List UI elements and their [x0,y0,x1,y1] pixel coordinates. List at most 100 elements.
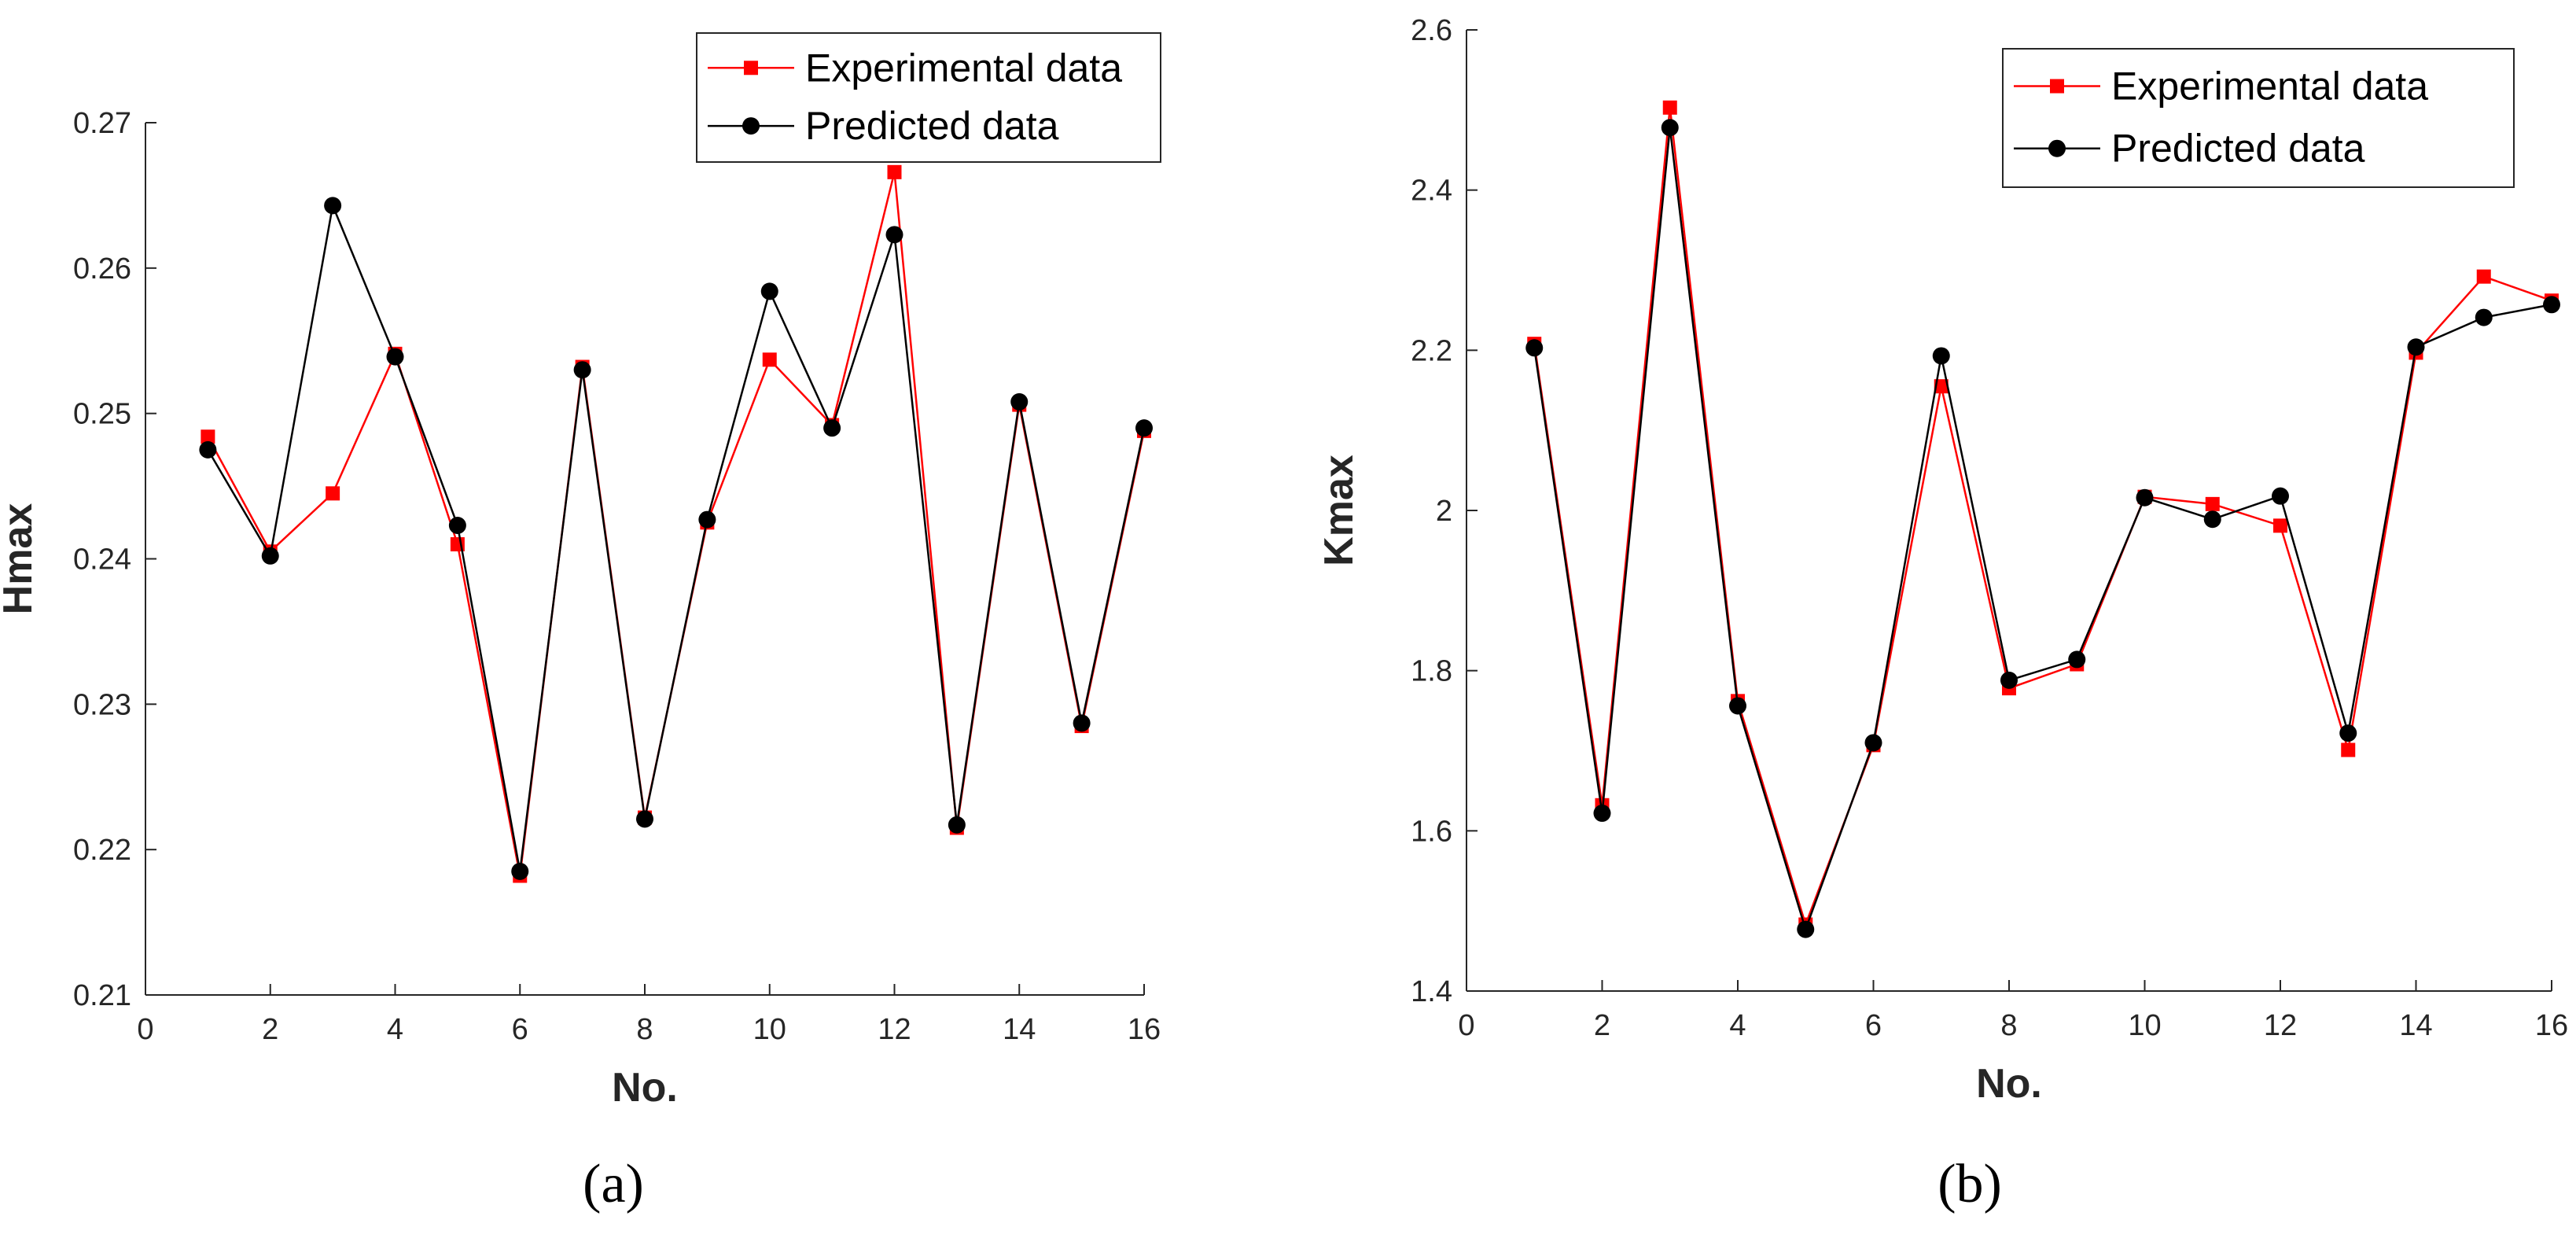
data-point-circle [823,419,841,437]
data-point-square [762,352,777,367]
y-tick-label: 0.21 [73,979,131,1012]
data-point-circle [760,282,778,300]
x-tick-label: 10 [753,1013,786,1046]
x-tick-label: 2 [262,1013,278,1046]
x-tick-label: 16 [1128,1013,1161,1046]
y-tick-label: 2.4 [1411,175,1452,208]
data-point-circle [1661,119,1679,137]
data-point-circle [2543,296,2560,314]
data-point-circle [2339,724,2357,742]
data-point-circle [1010,392,1029,411]
x-tick-label: 10 [2128,1009,2161,1042]
chart-panel-a: 0 2 4 6 8 10 12 14 16 0.21 0.22 0.23 0.24 0.25 0.26 0.2… [0,32,1161,1214]
data-point-circle [511,862,529,880]
x-tick-label: 6 [1865,1009,1882,1042]
data-point-square [201,429,215,444]
series-predicted [199,197,1153,880]
series-line [207,171,1146,876]
data-point-circle [698,510,716,529]
data-point-circle [2407,338,2425,356]
y-axis-title: Hmax [0,503,41,615]
series-line [207,201,1146,872]
legend-label: Predicted data [2111,127,2365,171]
y-tick-label: 2.2 [1411,334,1452,367]
data-point-circle [1797,920,1815,938]
legend-marker-circle [742,117,760,135]
y-tick-label: 1.8 [1411,655,1452,688]
data-point-circle [2475,308,2493,326]
series-experimental [201,164,1151,883]
data-point-circle [324,197,342,215]
x-tick-label: 0 [1458,1009,1474,1042]
data-point-square [887,164,902,179]
panel-label: (b) [1938,1154,2002,1214]
data-point-circle [1073,714,1091,732]
x-tick-label: 12 [878,1013,911,1046]
y-tick-label: 0.26 [73,252,131,286]
chart-panel-b: 0 2 4 6 8 10 12 14 16 1.4 1.6 1.8 2 2.2 2.4 2.6 No. Kmax E… [1316,14,2568,1214]
y-tick-label: 0.25 [73,398,131,431]
series-line [1533,127,2552,933]
y-tick-label: 1.6 [1411,815,1452,848]
data-point-circle [386,348,404,366]
data-point-circle [261,547,279,565]
x-tick-label: 0 [137,1013,153,1046]
data-point-circle [2000,671,2018,689]
data-point-circle [1864,734,1882,752]
data-point-square [1662,100,1677,115]
data-point-square [2341,742,2356,757]
data-point-circle [636,810,653,828]
data-point-circle [1729,697,1746,715]
data-point-circle [2203,510,2221,529]
y-tick-label: 0.24 [73,543,131,577]
x-tick-label: 16 [2535,1009,2568,1042]
data-point-circle [1135,419,1153,437]
legend-box [696,32,1161,163]
y-tick-label: 2.6 [1411,14,1452,47]
x-tick-label: 14 [1003,1013,1036,1046]
data-point-circle [448,516,466,534]
data-point-square [326,486,340,501]
y-axis-title: Kmax [1316,455,1362,566]
series-predicted [1525,119,2560,938]
legend-marker-square [2050,79,2064,94]
x-tick-label: 12 [2264,1009,2297,1042]
x-tick-label: 2 [1594,1009,1610,1042]
data-point-circle [1593,804,1611,822]
y-tick-label: 1.4 [1411,975,1452,1008]
data-point-circle [199,440,217,459]
data-point-square [2476,269,2491,284]
legend: Experimental data Predicted data [696,32,1161,163]
data-point-circle [573,361,591,379]
legend: Experimental data Predicted data [2002,48,2515,188]
data-point-square [2273,518,2287,533]
y-tick-label: 0.27 [73,107,131,140]
x-axis-title: No. [612,1065,678,1111]
legend-label: Predicted data [805,104,1059,148]
legend-label: Experimental data [805,46,1122,90]
series-line [1533,107,2552,928]
data-point-circle [2272,487,2289,505]
y-tick-label: 2 [1436,495,1452,528]
x-tick-label: 4 [387,1013,403,1046]
data-point-circle [885,226,903,244]
panel-label: (a) [583,1154,644,1214]
x-tick-label: 6 [512,1013,528,1046]
y-tick-label: 0.22 [73,834,131,867]
legend-label: Experimental data [2111,64,2428,109]
y-tick-label: 0.23 [73,688,131,721]
data-point-circle [1932,347,1950,365]
legend-box [2002,48,2515,188]
data-point-square [2205,496,2220,511]
x-tick-label: 4 [1729,1009,1746,1042]
data-point-square [1934,379,1949,394]
data-point-circle [948,816,966,834]
data-point-circle [1525,339,1544,357]
legend-marker-circle [2048,139,2066,157]
data-point-circle [2068,650,2086,669]
x-tick-label: 14 [2399,1009,2432,1042]
x-axis-title: No. [1976,1061,2042,1107]
x-tick-label: 8 [2000,1009,2017,1042]
data-point-circle [2136,488,2154,507]
